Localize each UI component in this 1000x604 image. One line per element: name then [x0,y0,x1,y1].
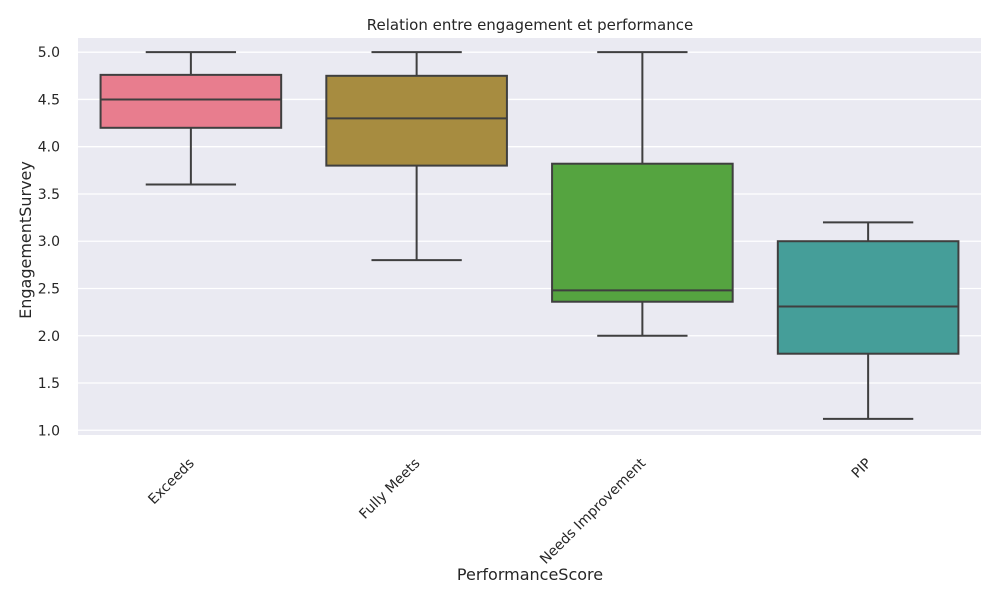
x-tick-labels: Exceeds Fully Meets Needs Improvement PIP [145,455,875,567]
y-tick-label: 4.5 [38,92,60,108]
x-tick-label: Needs Improvement [537,455,649,567]
box-group [325,51,508,262]
y-tick-labels: 1.0 1.5 2.0 2.5 3.0 3.5 4.0 4.5 5.0 [38,45,60,439]
x-tick-label: PIP [849,456,875,482]
box-rect [551,162,734,303]
chart-title: Relation entre engagement et performance [367,16,693,34]
x-tick-label: Exceeds [145,456,197,508]
box-group [551,51,734,337]
y-tick-label: 1.5 [38,376,60,392]
box-rect [776,240,960,355]
y-tick-label: 5.0 [38,45,60,61]
y-tick-label: 1.0 [38,423,60,439]
x-tick-label: Fully Meets [356,456,423,523]
box-rect [99,73,283,129]
y-tick-label: 4.0 [38,140,60,156]
y-axis-label: EngagementSurvey [16,161,35,319]
box-group [776,221,960,420]
y-tick-label: 2.5 [38,281,60,297]
y-tick-label: 3.5 [38,187,60,203]
y-tick-label: 3.0 [38,234,60,250]
box-rect [325,74,508,167]
y-tick-label: 2.0 [38,329,60,345]
boxes [99,51,960,420]
x-axis-label: PerformanceScore [457,565,603,584]
box-group [99,51,283,186]
